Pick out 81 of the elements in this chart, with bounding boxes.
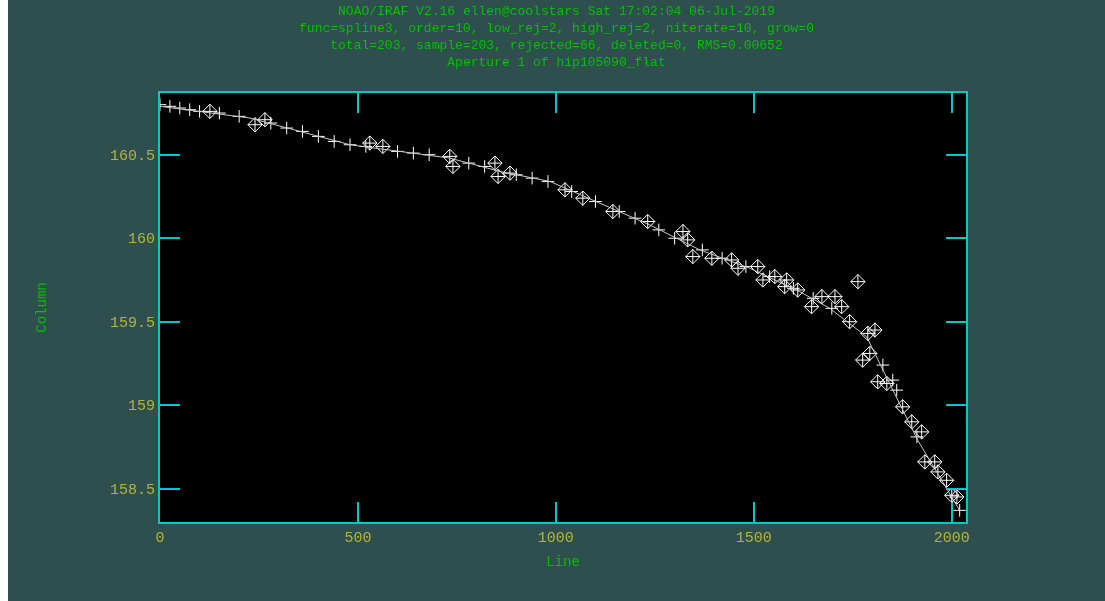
point <box>777 278 793 295</box>
point <box>825 301 839 316</box>
point <box>564 184 579 199</box>
point <box>295 124 310 139</box>
point <box>675 223 691 240</box>
point <box>917 454 933 470</box>
point <box>487 155 503 171</box>
point <box>509 167 524 182</box>
point <box>949 489 965 505</box>
point <box>557 182 573 198</box>
x-tick-label: 1000 <box>537 530 574 547</box>
point <box>730 260 746 276</box>
point <box>850 273 866 290</box>
point <box>862 345 878 362</box>
point <box>575 190 591 206</box>
point <box>461 156 476 170</box>
point <box>914 424 930 440</box>
point <box>841 314 858 330</box>
y-tick-label: 158.5 <box>109 481 155 499</box>
point <box>311 129 326 144</box>
point <box>779 272 795 288</box>
point <box>834 299 850 315</box>
point <box>723 252 740 268</box>
point <box>786 281 801 296</box>
point <box>879 375 895 392</box>
point <box>790 282 806 298</box>
point <box>279 121 294 135</box>
point <box>927 454 943 470</box>
y-tick-label: 159.5 <box>109 314 155 332</box>
y-tick-label: 160.5 <box>109 148 155 166</box>
point <box>889 383 904 397</box>
y-tick-label: 160 <box>127 231 155 249</box>
x-tick-label: 2000 <box>933 530 970 547</box>
point <box>814 289 830 305</box>
point <box>163 99 177 114</box>
point <box>477 159 492 174</box>
point <box>860 325 876 342</box>
x-tick-label: 0 <box>155 530 165 547</box>
point <box>628 211 642 225</box>
point <box>910 430 924 444</box>
point <box>904 414 920 430</box>
point <box>588 194 603 209</box>
chart-title: NOAO/IRAF V2.16 ellen@coolstars Sat 17:02:04 06-Jul-2019 func=spline3, order=10, low_rej=2, high_rej=2, niterate=10, grow=0 total=203, sample=203, rejected=66, deleted=0, RMS=0.00652 Aperture 1 of hip105090_flat <box>299 4 814 70</box>
point <box>362 135 378 151</box>
point <box>876 358 890 372</box>
point <box>803 299 820 315</box>
point <box>680 232 696 248</box>
point <box>525 171 539 185</box>
point <box>767 268 783 285</box>
point <box>541 174 555 189</box>
x-axis-title: Line <box>546 553 580 570</box>
point <box>490 168 506 185</box>
point <box>445 158 461 175</box>
point <box>827 289 843 305</box>
point <box>667 231 682 246</box>
point <box>806 291 820 306</box>
point <box>855 352 871 368</box>
x-tick-label: 500 <box>344 530 372 547</box>
point <box>704 250 720 266</box>
y-axis-title: Column <box>34 282 51 333</box>
point <box>867 322 883 338</box>
x-tick-label: 1500 <box>735 530 772 547</box>
point <box>930 464 946 480</box>
y-tick-label: 159 <box>127 398 155 416</box>
point <box>442 148 458 165</box>
point <box>202 103 218 120</box>
point <box>652 223 666 237</box>
point <box>343 137 357 152</box>
point <box>895 399 911 415</box>
point <box>739 259 753 274</box>
point <box>406 146 421 160</box>
point <box>502 165 518 181</box>
point <box>938 472 955 488</box>
point <box>750 258 766 275</box>
point <box>172 101 187 115</box>
point <box>257 112 273 128</box>
point <box>640 213 656 230</box>
point <box>605 203 621 220</box>
point <box>375 138 391 155</box>
point <box>952 503 966 518</box>
point <box>212 106 227 120</box>
